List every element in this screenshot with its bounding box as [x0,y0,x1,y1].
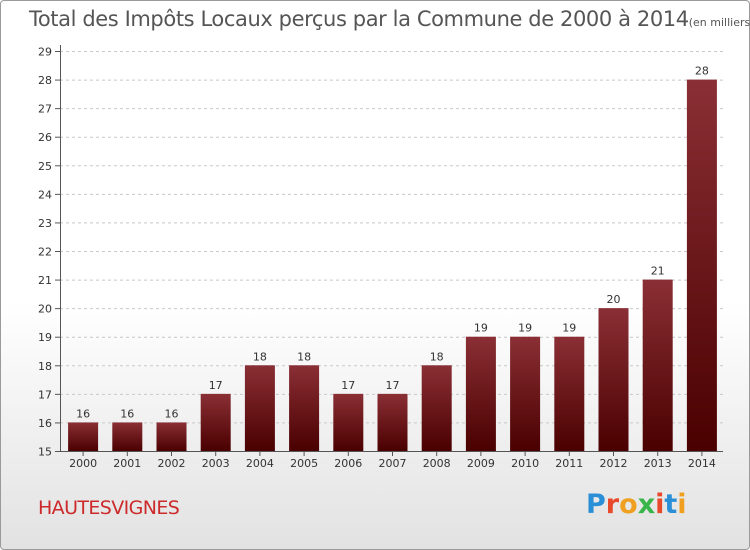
y-tick-label: 20 [38,303,52,316]
proxiti-logo[interactable]: Proxiti [586,489,687,520]
value-label: 19 [474,322,488,335]
bar [289,365,320,451]
value-label: 28 [695,65,709,78]
bar [156,422,187,451]
chart-title: Total des Impôts Locaux perçus par la Co… [29,7,750,31]
logo-letter: t [664,489,678,520]
bar [510,336,541,451]
x-tick-label: 2004 [246,457,274,470]
y-tick-label: 21 [38,274,52,287]
y-tick-label: 27 [38,103,52,116]
labels: 15 16 17 18 19 20 21 22 23 24 25 26 27 28 29 16 2000 16 20… [38,46,716,471]
value-label: 16 [165,407,179,420]
y-tick-label: 29 [38,46,52,59]
y-tick-label: 19 [38,331,52,344]
bar [642,279,673,451]
y-tick-label: 15 [38,446,52,459]
logo-letter: P [586,489,606,520]
value-label: 18 [253,350,267,363]
bar [244,365,275,451]
value-label: 17 [341,379,355,392]
x-tick-label: 2010 [511,457,539,470]
y-tick-label: 28 [38,74,52,87]
bar [377,393,408,451]
y-tick-label: 16 [38,417,52,430]
logo-letter: r [605,489,620,520]
bar [465,336,496,451]
chart-title-text: Total des Impôts Locaux perçus par la Co… [29,7,689,31]
logo-letter: i [655,489,665,520]
x-tick-label: 2014 [688,457,716,470]
x-tick-label: 2005 [290,457,318,470]
y-tick-label: 25 [38,160,52,173]
x-tick-label: 2000 [69,457,97,470]
x-tick-label: 2001 [113,457,141,470]
bar [333,393,364,451]
commune-name: HAUTESVIGNES [38,497,180,519]
value-label: 17 [386,379,400,392]
y-tick-label: 24 [38,188,52,201]
x-tick-label: 2009 [467,457,495,470]
logo-letter: x [637,489,656,520]
bar [554,336,585,451]
axes [55,45,723,456]
y-tick-label: 23 [38,217,52,230]
bar [421,365,452,451]
bar [200,393,231,451]
value-label: 18 [297,350,311,363]
bars [68,79,717,452]
x-tick-label: 2007 [379,457,407,470]
value-label: 21 [651,265,665,278]
y-tick-label: 18 [38,360,52,373]
logo-letter: i [677,489,687,520]
x-tick-label: 2002 [158,457,186,470]
bar [68,422,99,451]
x-tick-label: 2012 [600,457,628,470]
y-tick-label: 17 [38,388,52,401]
x-tick-label: 2013 [644,457,672,470]
value-label: 17 [209,379,223,392]
value-label: 19 [518,322,532,335]
x-tick-label: 2008 [423,457,451,470]
bar [112,422,143,451]
y-tick-label: 22 [38,246,52,259]
bar [598,308,629,451]
logo-letter: o [619,489,638,520]
value-label: 20 [607,293,621,306]
value-label: 19 [562,322,576,335]
x-tick-label: 2006 [334,457,362,470]
chart-unit: (en milliers d'€) [688,16,750,29]
bar [686,79,717,452]
x-tick-label: 2011 [555,457,583,470]
x-tick-label: 2003 [202,457,230,470]
value-label: 16 [76,407,90,420]
value-label: 16 [120,407,134,420]
value-label: 18 [430,350,444,363]
y-tick-label: 26 [38,131,52,144]
